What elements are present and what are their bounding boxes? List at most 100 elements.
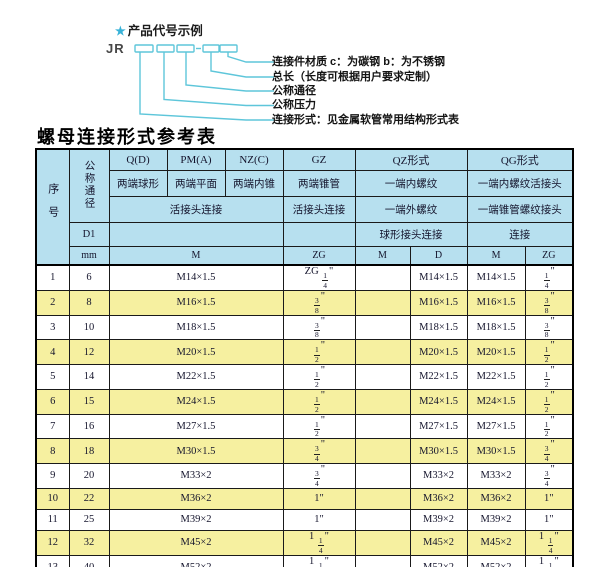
cell-qg-m: M22×1.5 xyxy=(466,364,526,390)
label-connector-material: 连接件材质 c：为碳钢 b：为不锈钢 xyxy=(272,56,445,68)
header-desc-pma: 两端平面 xyxy=(166,170,226,197)
code-box-3 xyxy=(176,44,195,53)
header-conn-union: 活接头连接 xyxy=(108,196,284,223)
cell-diameter-mm: 25 xyxy=(68,508,110,531)
header-desc-qd: 两端球形 xyxy=(108,170,168,197)
header-diameter: 公称通径 xyxy=(68,148,110,223)
cell-gz-zg: ZG 1 4 " xyxy=(282,264,356,291)
cell-serial: 10 xyxy=(35,487,70,510)
empty-cell xyxy=(282,222,356,247)
connector-line-diameter xyxy=(185,52,274,92)
product-code-prefix: JR xyxy=(106,41,125,56)
cell-qz-d: M14×1.5 xyxy=(409,264,468,291)
cell-qz-m xyxy=(354,289,411,316)
cell-qg-zg: 1 2 " xyxy=(524,339,574,365)
table-row: 3 10 M18×1.5 3 8 " M18×1.5 M18×1.5 3 8 " xyxy=(35,314,574,341)
table-row: 13 40 M52×2 1 12" M52×2 M52×2 1 12" xyxy=(35,554,574,567)
table-row: 11 25 M39×2 1" M39×2 M39×2 1" xyxy=(35,508,574,531)
table-row: 12 32 M45×2 1 1 4 " M45×2 M45×2 1 1 4 " xyxy=(35,529,574,556)
label-nominal-diameter: 公称通径 xyxy=(272,85,316,97)
cell-diameter-mm: 22 xyxy=(68,487,110,510)
cell-diameter-mm: 14 xyxy=(68,364,110,390)
cell-serial: 13 xyxy=(35,554,70,567)
cell-qz-m xyxy=(354,413,411,440)
cell-qg-zg: 1 1 4 " xyxy=(524,529,574,556)
cell-gz-zg: 1" xyxy=(282,487,356,510)
cell-qg-m: M39×2 xyxy=(466,508,526,531)
connector-line-length xyxy=(210,52,274,78)
cell-qz-d: M24×1.5 xyxy=(409,388,468,415)
table-row: 7 16 M27×1.5 1 2 " M27×1.5 M27×1.5 1 2 " xyxy=(35,413,574,440)
cell-gz-zg: 3 4 " xyxy=(282,463,356,489)
cell-qg-zg: 3 8 " xyxy=(524,314,574,341)
cell-qg-m: M30×1.5 xyxy=(466,438,526,464)
header-desc-qz: 一端内螺纹 xyxy=(354,170,468,197)
cell-qz-m xyxy=(354,364,411,390)
cell-diameter-mm: 12 xyxy=(68,339,110,365)
cell-qz-d: M30×1.5 xyxy=(409,438,468,464)
cell-thread-m: M52×2 xyxy=(108,554,284,567)
connector-line-pressure xyxy=(163,52,274,107)
cell-gz-zg: 1 2 " xyxy=(282,364,356,390)
header-conn-ball-joint: 球形接头连接 xyxy=(354,222,468,247)
cell-qg-m: M16×1.5 xyxy=(466,289,526,316)
product-code-heading: ★ 产品代号示例 xyxy=(115,20,203,39)
table-row: 8 18 M30×1.5 3 4 " M30×1.5 M30×1.5 3 4 " xyxy=(35,438,574,464)
cell-qz-d: M20×1.5 xyxy=(409,339,468,365)
cell-qz-m xyxy=(354,339,411,365)
table-row: 9 20 M33×2 3 4 " M33×2 M33×2 3 4 " xyxy=(35,463,574,489)
cell-qz-m xyxy=(354,529,411,556)
nut-connection-reference-table: 序号 公称通径 Q(D) PM(A) NZ(C) GZ QZ形式 QG形式 两端… xyxy=(35,148,575,567)
cell-serial: 5 xyxy=(35,364,70,390)
cell-thread-m: M45×2 xyxy=(108,529,284,556)
cell-qz-m xyxy=(354,388,411,415)
cell-qz-d: M45×2 xyxy=(409,529,468,556)
code-box-2 xyxy=(156,44,175,53)
cell-qz-m xyxy=(354,264,411,291)
cell-gz-zg: 1 12" xyxy=(282,554,356,567)
cell-qg-m: M24×1.5 xyxy=(466,388,526,415)
header-conn-connect: 连接 xyxy=(466,222,574,247)
table-body: 1 6 M14×1.5 ZG 1 4 " M14×1.5 M14×1.5 1 4 " 2… xyxy=(35,264,574,567)
cell-diameter-mm: 16 xyxy=(68,413,110,440)
cell-qz-d: M33×2 xyxy=(409,463,468,489)
header-group-pma: PM(A) xyxy=(166,148,226,171)
cell-serial: 1 xyxy=(35,264,70,291)
cell-serial: 12 xyxy=(35,529,70,556)
cell-qg-m: M27×1.5 xyxy=(466,413,526,440)
cell-qz-d: M18×1.5 xyxy=(409,314,468,341)
cell-serial: 2 xyxy=(35,289,70,316)
header-serial: 序号 xyxy=(35,148,70,266)
cell-qz-m xyxy=(354,508,411,531)
cell-serial: 7 xyxy=(35,413,70,440)
cell-gz-zg: 3 8 " xyxy=(282,314,356,341)
header-unit-qz-d: D xyxy=(409,246,468,266)
header-group-gz: GZ xyxy=(282,148,356,171)
cell-diameter-mm: 32 xyxy=(68,529,110,556)
cell-qz-m xyxy=(354,554,411,567)
cell-serial: 3 xyxy=(35,314,70,341)
cell-qg-m: M33×2 xyxy=(466,463,526,489)
cell-qg-m: M36×2 xyxy=(466,487,526,510)
cell-gz-zg: 1 2 " xyxy=(282,413,356,440)
cell-qg-zg: 1 2 " xyxy=(524,364,574,390)
cell-qg-zg: 3 4 " xyxy=(524,463,574,489)
cell-qg-m: M20×1.5 xyxy=(466,339,526,365)
cell-qg-m: M14×1.5 xyxy=(466,264,526,291)
header-unit-qz-m: M xyxy=(354,246,411,266)
header-desc-gz: 两端锥管 xyxy=(282,170,356,197)
cell-qg-zg: 3 4 " xyxy=(524,438,574,464)
cell-qz-d: M27×1.5 xyxy=(409,413,468,440)
cell-qg-zg: 1 2 " xyxy=(524,413,574,440)
header-unit-qg-zg: ZG xyxy=(524,246,574,266)
cell-diameter-mm: 10 xyxy=(68,314,110,341)
cell-serial: 6 xyxy=(35,388,70,415)
header-desc-nzc: 两端内锥 xyxy=(224,170,284,197)
cell-gz-zg: 3 8 " xyxy=(282,289,356,316)
cell-qg-zg: 1 4 " xyxy=(524,264,574,291)
cell-gz-zg: 1 2 " xyxy=(282,388,356,415)
cell-gz-zg: 3 4 " xyxy=(282,438,356,464)
header-unit-m: M xyxy=(108,246,284,266)
cell-qz-m xyxy=(354,314,411,341)
